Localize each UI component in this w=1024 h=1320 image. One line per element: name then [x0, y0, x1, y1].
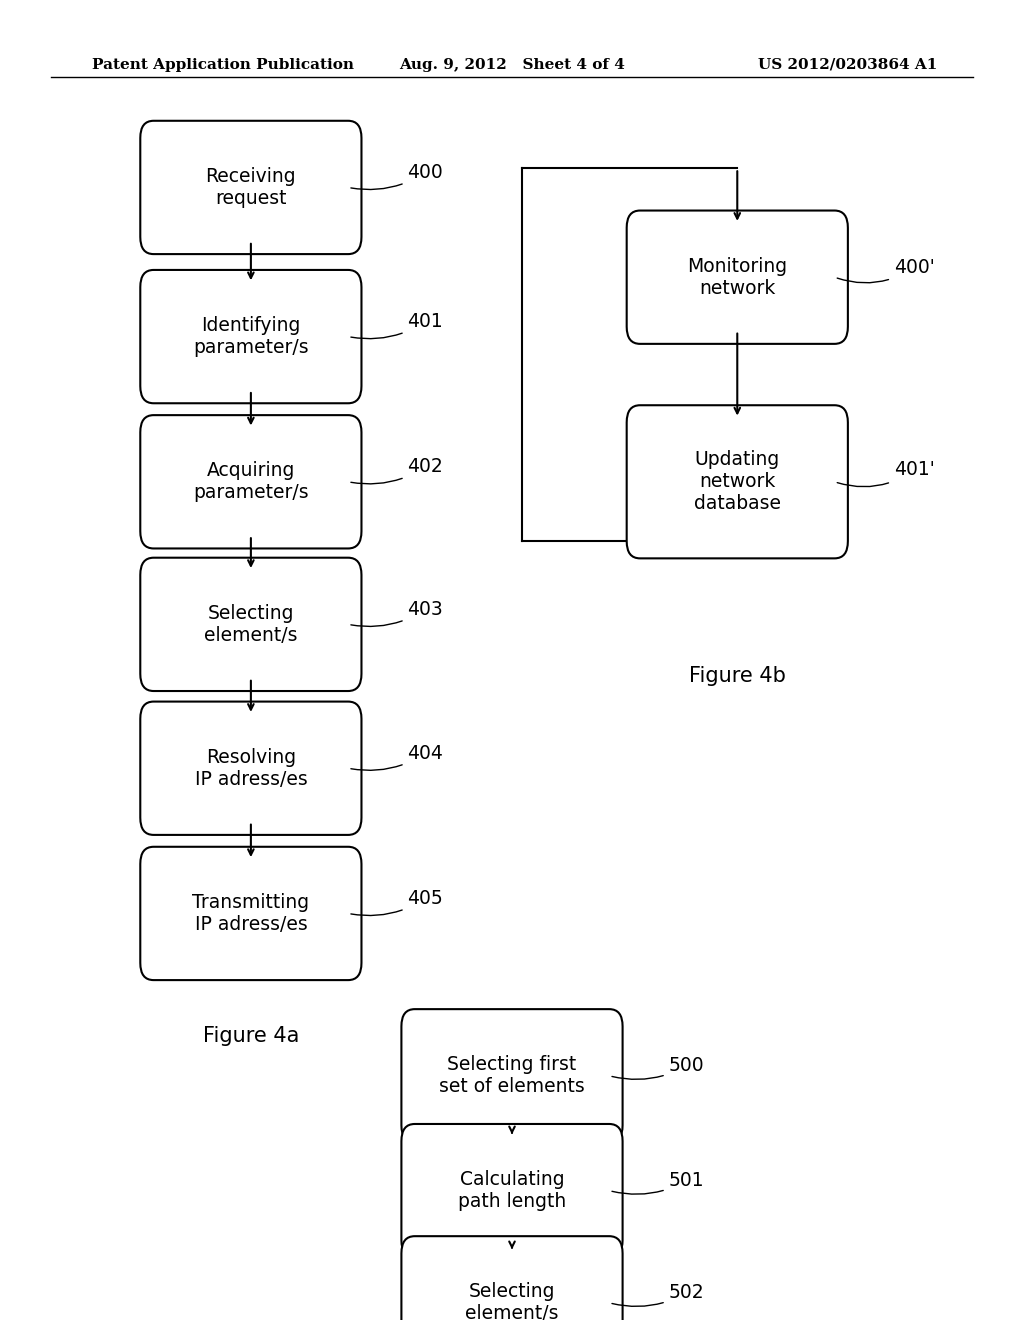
FancyBboxPatch shape — [140, 702, 361, 836]
FancyBboxPatch shape — [401, 1010, 623, 1143]
FancyBboxPatch shape — [140, 847, 361, 979]
Text: 400: 400 — [351, 164, 443, 190]
Text: 501: 501 — [612, 1171, 705, 1195]
Text: Selecting
element/s: Selecting element/s — [465, 1282, 559, 1320]
FancyBboxPatch shape — [140, 121, 361, 253]
Text: 400': 400' — [838, 257, 935, 282]
Text: US 2012/0203864 A1: US 2012/0203864 A1 — [758, 58, 937, 71]
Text: Figure 4a: Figure 4a — [203, 1026, 299, 1047]
Text: 405: 405 — [351, 890, 443, 916]
Text: Selecting
element/s: Selecting element/s — [204, 603, 298, 645]
Text: Selecting first
set of elements: Selecting first set of elements — [439, 1055, 585, 1097]
Text: Figure 4b: Figure 4b — [689, 665, 785, 686]
FancyBboxPatch shape — [140, 414, 361, 549]
Text: Monitoring
network: Monitoring network — [687, 256, 787, 298]
Text: Acquiring
parameter/s: Acquiring parameter/s — [194, 461, 308, 503]
Text: 402: 402 — [351, 458, 443, 484]
Text: 401: 401 — [351, 313, 443, 339]
Text: Updating
network
database: Updating network database — [694, 450, 780, 513]
FancyBboxPatch shape — [401, 1236, 623, 1320]
Text: Patent Application Publication: Patent Application Publication — [92, 58, 354, 71]
Text: Resolving
IP adress/es: Resolving IP adress/es — [195, 747, 307, 789]
Text: Aug. 9, 2012   Sheet 4 of 4: Aug. 9, 2012 Sheet 4 of 4 — [399, 58, 625, 71]
FancyBboxPatch shape — [627, 210, 848, 343]
FancyBboxPatch shape — [140, 557, 361, 692]
Text: 502: 502 — [612, 1283, 705, 1307]
Text: Receiving
request: Receiving request — [206, 166, 296, 209]
Text: 404: 404 — [351, 744, 443, 771]
FancyBboxPatch shape — [401, 1125, 623, 1257]
Text: 500: 500 — [612, 1056, 705, 1080]
Text: 403: 403 — [351, 601, 443, 627]
Text: Calculating
path length: Calculating path length — [458, 1170, 566, 1212]
FancyBboxPatch shape — [627, 405, 848, 558]
Text: Transmitting
IP adress/es: Transmitting IP adress/es — [193, 892, 309, 935]
Text: 401': 401' — [838, 461, 935, 487]
Text: Identifying
parameter/s: Identifying parameter/s — [194, 315, 308, 358]
FancyBboxPatch shape — [140, 271, 361, 404]
